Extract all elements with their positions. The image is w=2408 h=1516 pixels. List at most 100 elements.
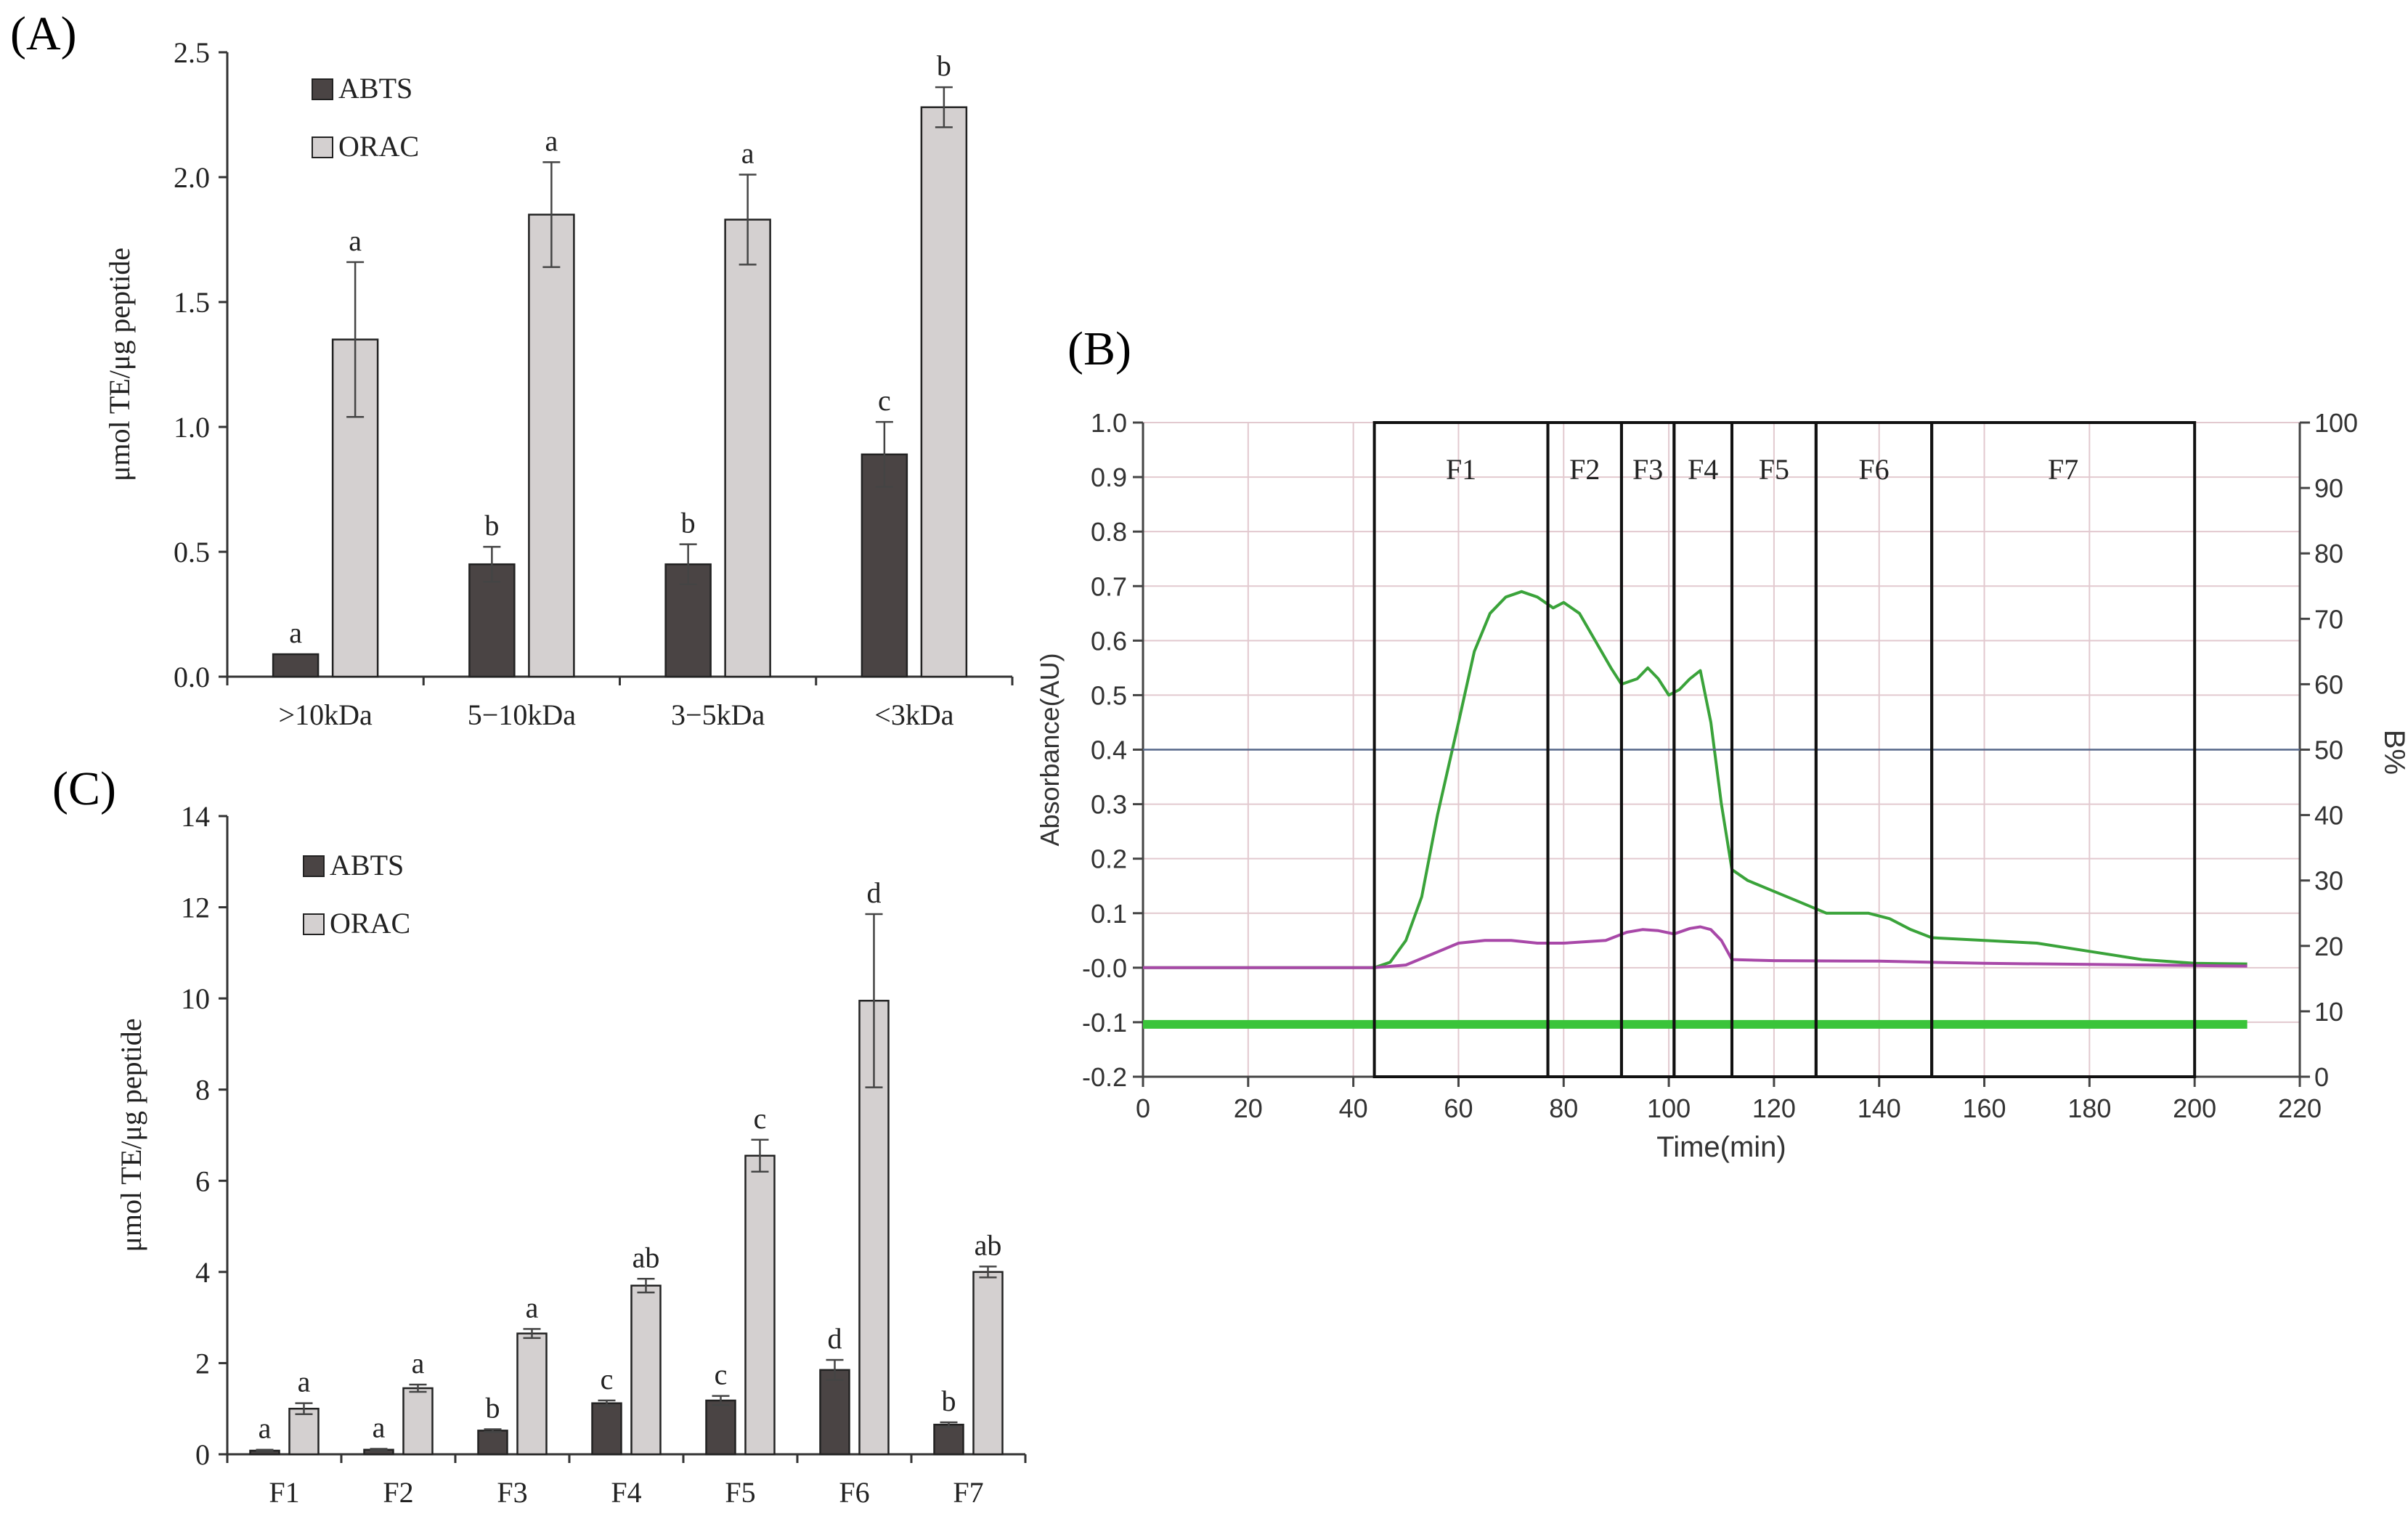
y2-axis-title: B% [2378, 730, 2408, 775]
x-tick-label: F4 [611, 1476, 641, 1509]
x-tick-label: 40 [1339, 1093, 1368, 1123]
x-tick-label: 0 [1136, 1093, 1150, 1123]
y2-tick-label: 30 [2314, 866, 2343, 896]
y-tick-label: 0.7 [1091, 571, 1127, 601]
x-tick-label: 200 [2173, 1093, 2216, 1123]
series-line [1143, 925, 2248, 969]
y-axis-title: μmol TE/μg peptide [103, 248, 136, 481]
fraction-label: F3 [1632, 453, 1663, 486]
y2-tick-label: 100 [2314, 408, 2358, 438]
x-tick-label: F3 [497, 1476, 527, 1509]
x-tick-label: <3kDa [874, 698, 953, 731]
chart-a: 0.0 0.5 1.0 1.5 2.0 2.5 >10kDa 5−10kDa 3−5kDa <3k… [103, 36, 1014, 731]
y-tick-label: 12 [181, 892, 210, 924]
fraction-label: F1 [1446, 453, 1476, 486]
y-tick-label: 0.8 [1091, 517, 1127, 547]
bar-abts [705, 1399, 736, 1456]
y-tick-label: 0.6 [1091, 626, 1127, 656]
series-line [1143, 590, 2248, 969]
significance-label: ab [975, 1228, 1002, 1261]
legend-label-orac: ORAC [330, 907, 410, 940]
x-tick-label: F7 [953, 1476, 983, 1509]
legend-swatch-abts [312, 78, 333, 100]
significance-label: c [601, 1363, 614, 1395]
panel-b-label: (B) [1067, 322, 1131, 375]
x-tick-label: 140 [1858, 1093, 1901, 1123]
y-tick-label: 10 [181, 982, 210, 1015]
fraction-label: F4 [1688, 453, 1718, 486]
y-tick-label: -0.1 [1082, 1008, 1127, 1038]
y2-tick-label: 70 [2314, 604, 2343, 634]
bar-abts [477, 1430, 508, 1456]
y-tick-label: 0 [195, 1438, 210, 1471]
significance-label: ab [632, 1241, 660, 1273]
bar-orac [724, 219, 771, 678]
y2-tick-label: 10 [2314, 997, 2343, 1027]
y2-tick-label: 60 [2314, 669, 2343, 699]
fraction-label: F2 [1569, 453, 1600, 486]
x-tick-label: 220 [2278, 1093, 2322, 1123]
x-tick-label: F6 [839, 1476, 869, 1509]
significance-label: a [298, 1366, 311, 1398]
significance-label: a [373, 1411, 386, 1443]
significance-label: c [715, 1358, 728, 1391]
y-tick-label: -0.0 [1082, 953, 1127, 983]
x-tick-label: F5 [725, 1476, 755, 1509]
significance-label: a [349, 224, 362, 257]
x-tick-label: 60 [1444, 1093, 1473, 1123]
y-tick-label: 1.0 [1091, 408, 1127, 438]
legend-label-abts: ABTS [330, 849, 404, 881]
x-tick-label: F1 [269, 1476, 299, 1509]
y-axis-title: μmol TE/μg peptide [115, 1018, 147, 1252]
bar-orac [528, 213, 575, 678]
bar-abts [272, 653, 320, 678]
y2-tick-label: 80 [2314, 539, 2343, 568]
x-tick-label: 80 [1549, 1093, 1578, 1123]
significance-label: a [741, 137, 754, 170]
x-tick-label: 5−10kDa [468, 698, 576, 731]
significance-label: a [526, 1291, 539, 1324]
y-tick-label: 0.0 [174, 661, 210, 693]
y-tick-label: 2.0 [174, 161, 210, 194]
bar-abts [933, 1423, 964, 1456]
y-tick-label: 0.4 [1091, 735, 1127, 765]
y-tick-label: -0.2 [1082, 1062, 1127, 1092]
x-tick-label: F2 [383, 1476, 413, 1509]
y-tick-label: 2 [195, 1347, 210, 1380]
y-tick-label: 0.1 [1091, 899, 1127, 929]
x-tick-label: 100 [1647, 1093, 1691, 1123]
significance-label: d [828, 1322, 842, 1355]
bar-orac [288, 1407, 320, 1456]
x-tick-label: 180 [2067, 1093, 2111, 1123]
fraction-label: F6 [1858, 453, 1889, 486]
y-tick-label: 2.5 [174, 36, 210, 69]
bar-orac [920, 106, 968, 678]
fraction-label: F5 [1759, 453, 1789, 486]
y-tick-label: 8 [195, 1074, 210, 1107]
bar-abts [861, 453, 908, 678]
significance-label: b [937, 49, 951, 82]
legend-swatch-abts [303, 855, 325, 877]
y-tick-label: 4 [195, 1256, 210, 1289]
significance-label: a [259, 1412, 272, 1445]
bar-orac [516, 1332, 548, 1456]
legend-label-abts: ABTS [338, 72, 412, 105]
y-tick-label: 0.3 [1091, 790, 1127, 820]
y2-tick-label: 90 [2314, 473, 2343, 503]
x-tick-label: 20 [1234, 1093, 1263, 1123]
bar-orac [972, 1271, 1004, 1456]
y2-tick-label: 20 [2314, 932, 2343, 961]
significance-label: b [486, 1391, 500, 1424]
significance-label: b [484, 509, 499, 542]
bar-orac [858, 1000, 890, 1456]
legend-label-orac: ORAC [338, 130, 419, 163]
significance-label: c [754, 1102, 767, 1135]
significance-label: c [878, 384, 891, 417]
x-axis-title: Time(min) [1656, 1131, 1786, 1163]
fraction-label: F7 [2048, 453, 2078, 486]
chart-b: -0.2 -0.1 -0.0 0.1 0.2 0.3 0.4 0.5 0.6 0.7 0.8 0.9 1… [1035, 408, 2408, 1163]
y2-tick-label: 40 [2314, 801, 2343, 831]
bar-abts [819, 1369, 850, 1456]
